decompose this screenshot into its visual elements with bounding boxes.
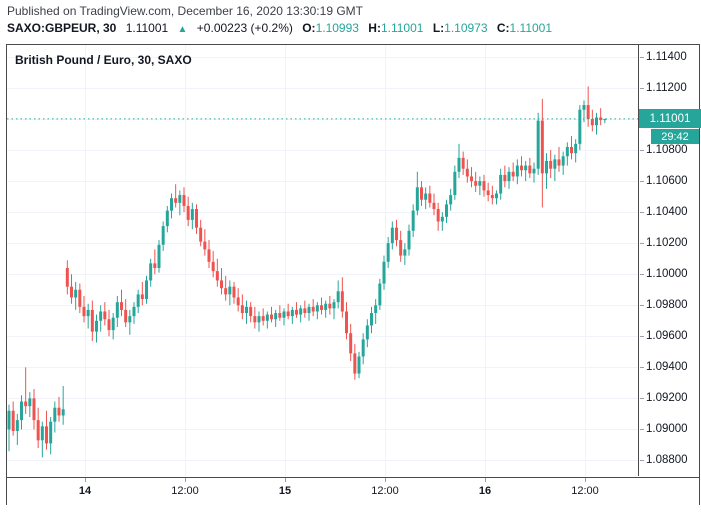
price-axis-tick [640,336,644,337]
price-axis-label: 1.08800 [646,454,688,467]
high-label: H: [368,21,381,35]
symbol-name: SAXO:GBPEUR, 30 [7,21,117,35]
chart-widget: British Pound / Euro, 30, SAXO 1.08800 1.… [6,44,701,505]
time-axis-tick [485,478,486,482]
price-axis-tick [640,150,644,151]
time-axis-tick [585,478,586,482]
bar-countdown-badge: 29:42 [651,129,699,144]
last-price: 1.11001 [125,21,169,35]
gridlines [7,45,638,476]
open-value: 1.10993 [315,21,359,35]
chart-title: British Pound / Euro, 30, SAXO [15,53,192,67]
price-axis-tick [640,460,644,461]
price-axis-tick [640,429,644,430]
low-label: L: [432,21,445,35]
price-axis-label: 1.09800 [646,299,688,312]
time-axis-tick [385,478,386,482]
price-axis-label: 1.10000 [646,268,688,281]
price-axis-label: 1.10400 [646,206,688,219]
time-axis-label: 12:00 [571,485,599,497]
high-value: 1.11001 [380,21,424,35]
time-axis-label: 12:00 [371,485,399,497]
time-axis-tick [285,478,286,482]
time-axis-tick [85,478,86,482]
close-value: 1.11001 [509,21,553,35]
price-change: +0.00223 (+0.2%) [196,21,293,35]
time-axis-label: 12:00 [171,485,199,497]
current-price-badge: 1.11001 [639,109,701,128]
candles [7,86,607,458]
price-axis-label: 1.09600 [646,330,688,343]
price-axis-tick [640,212,644,213]
price-axis-tick [640,398,644,399]
chart-plot-area[interactable] [7,45,639,476]
low-value: 1.10973 [444,21,488,35]
price-axis-label: 1.09400 [646,361,688,374]
time-axis[interactable]: 14 12:00 15 12:00 16 12:00 [7,477,699,505]
price-axis-tick [640,243,644,244]
price-axis-tick [640,181,644,182]
price-axis-label: 1.09000 [646,423,688,436]
open-label: O: [302,21,316,35]
price-axis-label: 1.10800 [646,144,688,157]
close-label: C: [496,21,510,35]
price-axis-label: 1.09200 [646,392,688,405]
time-axis-label: 16 [478,485,492,497]
price-axis-tick [640,367,644,368]
price-axis-label: 1.10600 [646,175,688,188]
price-axis-tick [640,88,644,89]
symbol-status-line: SAXO:GBPEUR, 30 1.11001 ▲ +0.00223 (+0.2… [7,21,552,35]
price-axis-label: 1.10200 [646,237,688,250]
up-triangle-icon: ▲ [177,24,188,35]
price-axis-tick [640,57,644,58]
price-axis-label: 1.11400 [646,50,687,63]
time-axis-tick [185,478,186,482]
published-line: Published on TradingView.com, December 1… [7,4,363,18]
time-axis-label: 14 [78,485,92,497]
candlestick-canvas [7,45,638,476]
price-axis-label: 1.11200 [646,81,687,94]
price-axis-tick [640,305,644,306]
time-axis-label: 15 [278,485,292,497]
price-axis-tick [640,274,644,275]
